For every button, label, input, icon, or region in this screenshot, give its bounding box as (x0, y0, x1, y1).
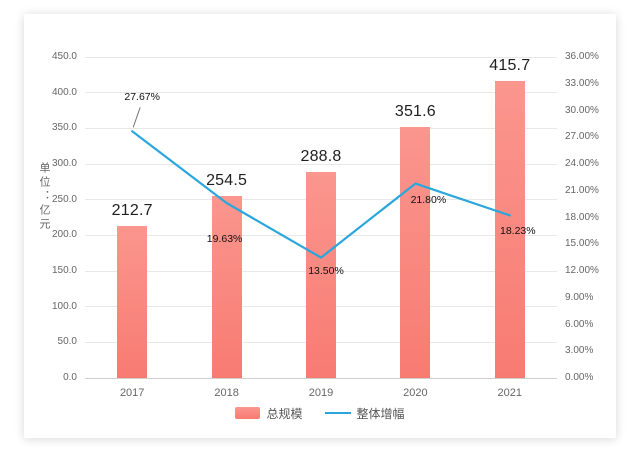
legend-bar-swatch (235, 407, 261, 419)
gridline (85, 56, 557, 58)
bar-value-label-2018: 254.5 (206, 172, 248, 190)
y-axis-tick-label: 200.0 (51, 229, 77, 241)
y-axis-tick-label: 250.0 (51, 193, 77, 205)
secondary-y-axis-tick-label: 18.00% (565, 211, 599, 223)
secondary-y-axis-tick-label: 12.00% (565, 265, 599, 276)
legend-label: 总规模 (266, 406, 303, 421)
y-axis-tick-label: 150.0 (51, 265, 77, 276)
y-axis-tick-label: 50.0 (57, 336, 77, 348)
secondary-y-axis-tick-label: 27.00% (565, 131, 599, 143)
gridline (85, 127, 557, 129)
bar-2017[interactable] (117, 226, 148, 378)
bar-value-label-2017: 212.7 (111, 202, 153, 220)
line-point-label-2021: 18.23% (499, 225, 536, 238)
legend: 总规模 整体增幅 (24, 404, 616, 422)
y-axis-tick-label: 400.0 (51, 86, 77, 98)
bar-value-label-2021: 415.7 (489, 57, 531, 75)
y-axis-tick-label: 100.0 (51, 300, 77, 312)
bar-value-label-2019: 288.8 (300, 147, 342, 165)
x-axis-label-2017: 2017 (119, 387, 145, 399)
secondary-y-axis-tick-label: 30.00% (565, 104, 599, 116)
secondary-y-axis-tick-label: 0.00% (565, 372, 594, 383)
line-point-label-2017: 27.67% (124, 91, 160, 104)
secondary-y-axis-tick-label: 36.00% (565, 51, 599, 62)
legend-line-swatch (324, 411, 351, 415)
x-axis-label-2021: 2021 (497, 387, 523, 399)
secondary-y-axis-tick-label: 9.00% (565, 291, 594, 303)
secondary-y-axis-tick-label: 6.00% (565, 318, 594, 330)
line-point-label-2018: 19.63% (206, 232, 243, 245)
x-axis-label-2018: 2018 (214, 387, 239, 399)
x-axis-label-2020: 2020 (403, 387, 428, 399)
y-axis-tick-label: 0.0 (63, 372, 77, 383)
secondary-y-axis-tick-label: 33.00% (565, 77, 599, 89)
y-axis-tick-label: 300.0 (51, 158, 77, 169)
legend-item-growth-rate[interactable]: 整体增幅 (324, 405, 405, 422)
y-axis-unit-label: 单位：亿元 (38, 162, 50, 232)
secondary-y-axis-tick-label: 3.00% (565, 345, 594, 357)
bar-2020[interactable] (400, 127, 431, 378)
legend-item-total-scale[interactable]: 总规模 (235, 405, 303, 422)
label-leader-line (132, 107, 141, 128)
line-point-label-2020: 21.80% (410, 193, 447, 206)
chart-card: 单位：亿元 总规模 整体增幅 450.0 400.0 350.0 300.0 250.0 2… (24, 14, 616, 438)
y-axis-tick-label: 350.0 (51, 122, 77, 134)
secondary-y-axis-tick-label: 15.00% (565, 238, 599, 250)
line-point-label-2019: 13.50% (308, 264, 344, 277)
secondary-y-axis-tick-label: 24.00% (565, 158, 599, 169)
bar-2018[interactable] (211, 196, 242, 378)
x-axis-label-2019: 2019 (308, 387, 334, 399)
bar-value-label-2020: 351.6 (394, 103, 436, 121)
y-axis-tick-label: 450.0 (51, 51, 77, 62)
legend-label: 整体增幅 (356, 406, 405, 421)
gridline (85, 92, 557, 94)
x-axis-line (85, 377, 557, 379)
secondary-y-axis-tick-label: 21.00% (565, 184, 599, 196)
